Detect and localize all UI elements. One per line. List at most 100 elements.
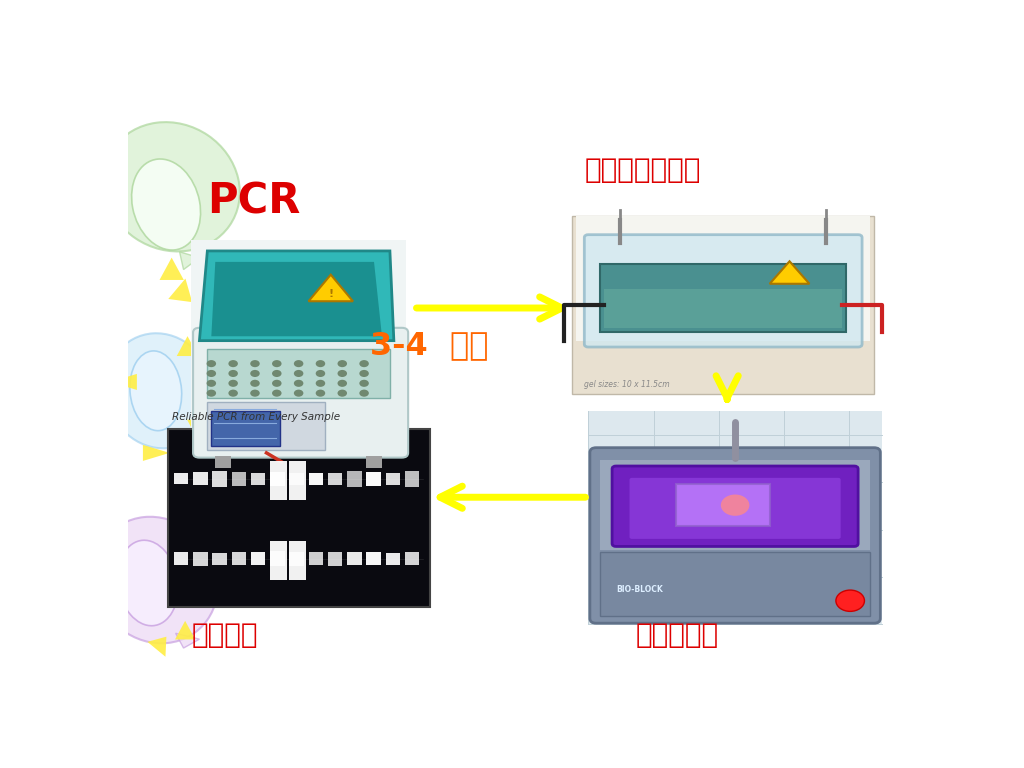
Circle shape (836, 590, 864, 611)
FancyBboxPatch shape (194, 328, 409, 458)
Polygon shape (187, 419, 209, 439)
Bar (290, 541, 306, 580)
Polygon shape (177, 336, 199, 356)
Ellipse shape (103, 122, 240, 251)
Text: 礎脂糖凝胶电泳: 礎脂糖凝胶电泳 (585, 156, 700, 184)
Circle shape (250, 389, 260, 397)
Circle shape (207, 360, 216, 367)
Polygon shape (200, 251, 394, 341)
Bar (290, 552, 304, 565)
Bar (347, 471, 361, 487)
Bar (367, 472, 381, 486)
Text: gel sizes: 10 x 11.5cm: gel sizes: 10 x 11.5cm (585, 379, 670, 389)
Circle shape (338, 370, 347, 377)
Circle shape (272, 360, 282, 367)
Polygon shape (147, 637, 167, 657)
Circle shape (294, 360, 303, 367)
Bar (308, 552, 323, 565)
Polygon shape (160, 257, 183, 280)
FancyBboxPatch shape (630, 478, 841, 539)
Text: 3-4  小时: 3-4 小时 (370, 330, 488, 361)
Circle shape (228, 389, 238, 397)
Circle shape (315, 370, 326, 377)
Circle shape (294, 389, 303, 397)
Circle shape (359, 370, 369, 377)
Ellipse shape (130, 351, 181, 431)
Bar (251, 473, 265, 485)
Circle shape (228, 360, 238, 367)
Circle shape (294, 370, 303, 377)
Bar (270, 541, 287, 580)
Circle shape (359, 360, 369, 367)
Circle shape (272, 389, 282, 397)
Polygon shape (176, 634, 200, 648)
Bar (600, 551, 870, 615)
Bar (572, 217, 874, 394)
Bar (207, 402, 326, 450)
Circle shape (272, 370, 282, 377)
Text: Reliable PCR from Every Sample: Reliable PCR from Every Sample (172, 412, 340, 422)
Bar (194, 472, 208, 485)
Circle shape (207, 370, 216, 377)
Bar (367, 456, 382, 468)
Circle shape (315, 360, 326, 367)
Circle shape (359, 379, 369, 387)
Bar (588, 412, 882, 624)
FancyBboxPatch shape (612, 466, 858, 547)
FancyBboxPatch shape (585, 235, 862, 347)
Bar (168, 429, 430, 607)
Bar (211, 411, 280, 445)
Bar (308, 473, 323, 485)
FancyBboxPatch shape (191, 435, 418, 468)
Bar (191, 240, 406, 458)
Polygon shape (770, 261, 809, 283)
FancyBboxPatch shape (590, 448, 881, 623)
Bar (367, 552, 381, 565)
Bar (270, 472, 285, 486)
Bar (174, 552, 188, 565)
Bar (207, 349, 390, 398)
Bar (677, 484, 770, 526)
Bar (404, 471, 419, 487)
Bar (194, 551, 208, 566)
Bar (213, 553, 227, 564)
Text: PCR: PCR (207, 180, 301, 222)
Text: BIO-BLOCK: BIO-BLOCK (616, 585, 663, 594)
Circle shape (338, 389, 347, 397)
Bar (270, 461, 287, 500)
Ellipse shape (94, 517, 218, 644)
Circle shape (315, 389, 326, 397)
Bar (328, 551, 342, 566)
Bar (577, 217, 870, 340)
Bar (386, 553, 400, 564)
Circle shape (207, 389, 216, 397)
Circle shape (338, 379, 347, 387)
Bar (215, 456, 231, 468)
Circle shape (250, 379, 260, 387)
Ellipse shape (118, 540, 178, 626)
Bar (231, 552, 246, 565)
Ellipse shape (105, 333, 214, 449)
Circle shape (338, 360, 347, 367)
Ellipse shape (132, 159, 201, 250)
Bar (251, 552, 265, 565)
Circle shape (359, 389, 369, 397)
Polygon shape (175, 621, 196, 640)
Bar (290, 461, 306, 500)
Bar (270, 551, 285, 566)
Text: !: ! (329, 290, 334, 300)
Polygon shape (308, 275, 353, 301)
Bar (604, 289, 843, 328)
Circle shape (250, 360, 260, 367)
Circle shape (250, 370, 260, 377)
Polygon shape (111, 374, 137, 390)
Polygon shape (211, 262, 382, 336)
Bar (404, 552, 419, 565)
Bar (347, 552, 361, 565)
Bar (386, 473, 400, 485)
Circle shape (272, 379, 282, 387)
Polygon shape (168, 279, 193, 302)
Circle shape (207, 379, 216, 387)
Circle shape (294, 379, 303, 387)
Text: 最终产物: 最终产物 (191, 621, 258, 649)
